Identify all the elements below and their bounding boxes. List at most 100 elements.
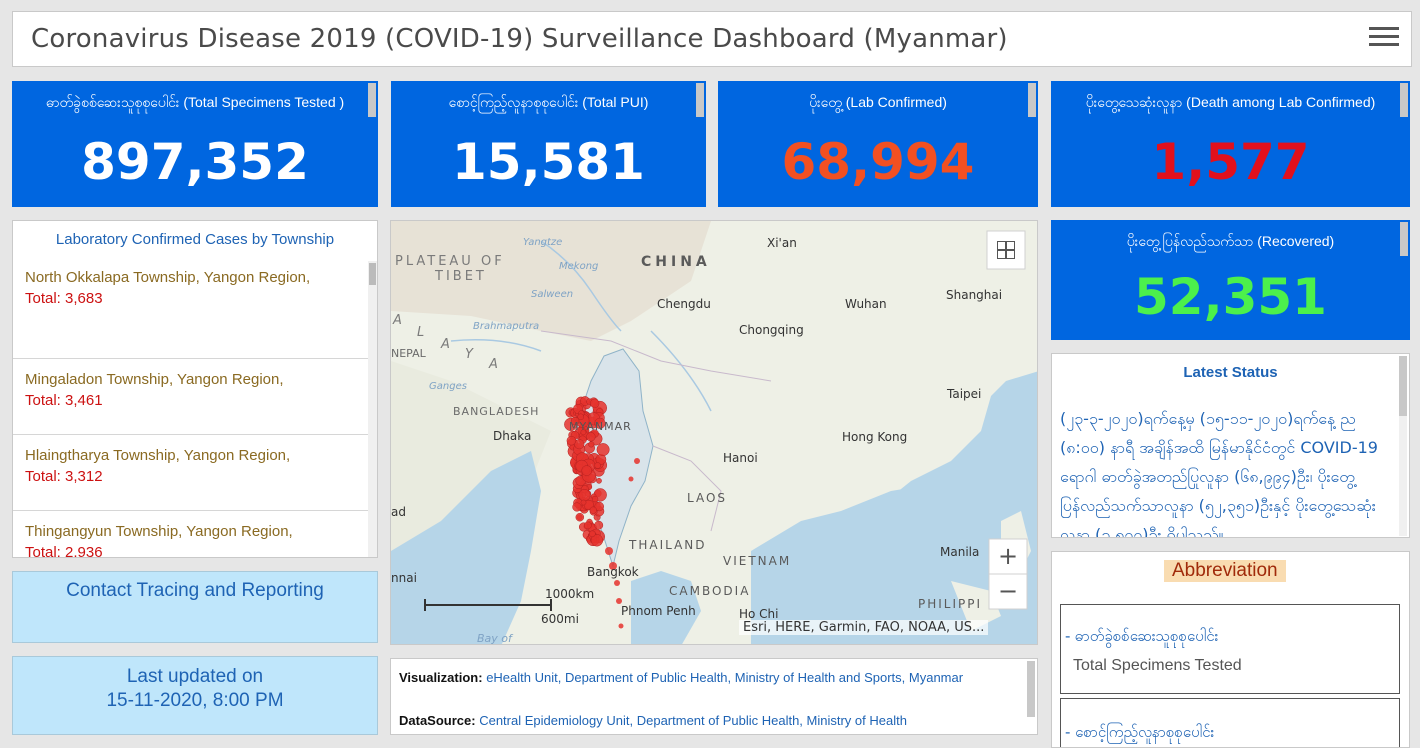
datasource-credit: DataSource: Central Epidemiology Unit, D… <box>399 710 1021 731</box>
case-dot[interactable] <box>586 432 596 442</box>
scale-km: 1000km <box>545 587 595 601</box>
case-dot[interactable] <box>590 534 604 547</box>
scrollbar[interactable] <box>1399 356 1407 536</box>
abbreviation-desc: Total Specimens Tested <box>1073 657 1242 674</box>
case-dot[interactable] <box>596 477 602 484</box>
stat-value: 52,351 <box>1134 268 1327 326</box>
map-label: Salween <box>531 289 574 300</box>
map-label: NEPAL <box>391 347 426 360</box>
qr-grid-icon[interactable] <box>997 241 1015 259</box>
datasource-link[interactable]: Central Epidemiology Unit, Department of… <box>479 713 907 728</box>
case-dot[interactable] <box>591 495 599 503</box>
case-dot[interactable] <box>605 547 613 555</box>
latest-status-text: (၂၃-၃-၂၀၂၀)ရက်နေ့မှ (၁၅-၁၁-၂၀၂၀)ရက်နေ့ ည… <box>1060 409 1378 538</box>
stat-value: 1,577 <box>1151 133 1310 191</box>
stat-recovered: ပိုးတွေ့ပြန်လည်သက်သာ (Recovered) 52,351 <box>1051 220 1410 340</box>
map-label: LAOS <box>687 491 728 505</box>
map-label: Ho Chi <box>739 607 779 621</box>
map-label: MYANMAR <box>569 420 632 433</box>
case-dot[interactable] <box>609 562 617 570</box>
case-dot[interactable] <box>628 476 634 482</box>
latest-status-title: Latest Status <box>1183 364 1278 381</box>
stat-label: စောင့်ကြည့်လူနာစုစုပေါင်း (Total PUI) <box>448 94 649 110</box>
case-dot[interactable] <box>594 417 606 429</box>
case-dot[interactable] <box>594 501 604 512</box>
case-dot[interactable] <box>588 530 596 538</box>
case-dot[interactable] <box>575 512 585 522</box>
abbreviation-term: - ဓာတ်ခွဲစစ်ဆေးသူစုစုပေါင်း <box>1065 627 1219 645</box>
map-label: Yangtze <box>523 237 563 248</box>
abbreviation-item: - ဓာတ်ခွဲစစ်ဆေးသူစုစုပေါင်း Total Specim… <box>1060 604 1400 694</box>
zoom-out-button[interactable]: − <box>997 577 1019 605</box>
case-dot[interactable] <box>588 441 595 448</box>
map-attribution[interactable]: Esri, HERE, Garmin, FAO, NOAA, US... <box>739 620 989 635</box>
scrollbar[interactable] <box>1400 83 1408 117</box>
case-dot[interactable] <box>572 502 582 512</box>
last-updated-panel: Last updated on 15-11-2020, 8:00 PM <box>12 656 378 735</box>
township-name: North Okkalapa Township, Yangon Region, <box>25 269 311 286</box>
case-dot[interactable] <box>566 435 577 446</box>
stat-value: 897,352 <box>81 133 309 191</box>
map-label: THAILAND <box>629 538 707 552</box>
case-dot[interactable] <box>581 465 592 476</box>
list-item[interactable]: Hlaingtharya Township, Yangon Region, To… <box>13 445 369 511</box>
map-label: Chengdu <box>657 297 711 311</box>
map-label: Shanghai <box>946 288 1003 302</box>
map-label: PLATEAU OF <box>395 254 505 269</box>
zoom-in-button[interactable]: + <box>997 542 1019 570</box>
scrollbar-thumb[interactable] <box>369 263 376 285</box>
scrollbar[interactable] <box>1028 83 1036 117</box>
scrollbar[interactable] <box>696 83 704 117</box>
map-label: TIBET <box>435 269 487 284</box>
case-dot[interactable] <box>583 521 592 530</box>
case-dot[interactable] <box>570 416 580 426</box>
list-title: Laboratory Confirmed Cases by Township <box>55 231 335 248</box>
map-label: Xi'an <box>767 236 797 250</box>
map-label: Dhaka <box>493 429 532 443</box>
map-label: BANGLADESH <box>453 405 540 418</box>
last-updated-value: 15-11-2020, 8:00 PM <box>106 690 284 711</box>
contact-tracing-link[interactable]: Contact Tracing and Reporting <box>12 571 378 643</box>
case-dot[interactable] <box>614 580 620 586</box>
case-dot[interactable] <box>580 429 587 436</box>
visualization-link[interactable]: eHealth Unit, Department of Public Healt… <box>486 670 964 685</box>
case-dot[interactable] <box>590 398 600 408</box>
case-dot[interactable] <box>634 458 640 464</box>
list-scrollbar[interactable] <box>368 261 377 557</box>
map-label: Chongqing <box>739 323 804 337</box>
stat-deaths: ပိုးတွေ့သေဆုံးလူနာ (Death among Lab Conf… <box>1051 81 1410 207</box>
case-dot[interactable] <box>616 598 622 604</box>
case-dot[interactable] <box>577 413 584 421</box>
township-total: Total: 3,683 <box>25 290 103 307</box>
last-updated-label: Last updated on <box>126 666 264 687</box>
case-dot[interactable] <box>594 462 601 469</box>
scrollbar[interactable] <box>1027 661 1035 717</box>
stat-lab-confirmed: ပိုးတွေ့ (Lab Confirmed) 68,994 <box>718 81 1038 207</box>
scrollbar[interactable] <box>1400 222 1408 256</box>
map-label: Phnom Penh <box>621 604 696 618</box>
abbreviation-item: - စောင့်ကြည့်လူနာစုစုပေါင်း <box>1060 698 1400 747</box>
map-label: Hong Kong <box>842 430 908 444</box>
map-label: L <box>417 325 425 340</box>
scrollbar[interactable] <box>368 83 376 117</box>
dashboard-header: Coronavirus Disease 2019 (COVID-19) Surv… <box>12 11 1412 67</box>
credits-panel: Visualization: eHealth Unit, Department … <box>390 658 1038 735</box>
map-label: Bay of <box>477 632 512 645</box>
map-view[interactable]: PLATEAU OF TIBET CHINA Xi'an Chengdu Wuh… <box>390 220 1038 645</box>
case-dot[interactable] <box>594 520 604 530</box>
case-dot[interactable] <box>589 506 597 514</box>
case-dot[interactable] <box>596 443 610 457</box>
stat-value: 15,581 <box>452 133 645 191</box>
contact-tracing-label: Contact Tracing and Reporting <box>66 580 324 601</box>
menu-icon[interactable] <box>1369 22 1399 52</box>
case-dot[interactable] <box>580 499 587 506</box>
list-item[interactable]: North Okkalapa Township, Yangon Region, … <box>13 267 369 359</box>
stat-label: ပိုးတွေ့သေဆုံးလူနာ (Death among Lab Conf… <box>1085 94 1376 110</box>
case-dot[interactable] <box>618 623 624 629</box>
map-label: Wuhan <box>845 297 887 311</box>
map-label: Manila <box>940 545 980 559</box>
township-name: Hlaingtharya Township, Yangon Region, <box>25 447 291 464</box>
visualization-label: Visualization: <box>399 670 483 685</box>
list-item[interactable]: Thingangyun Township, Yangon Region, Tot… <box>13 521 369 557</box>
list-item[interactable]: Mingaladon Township, Yangon Region, Tota… <box>13 369 369 435</box>
